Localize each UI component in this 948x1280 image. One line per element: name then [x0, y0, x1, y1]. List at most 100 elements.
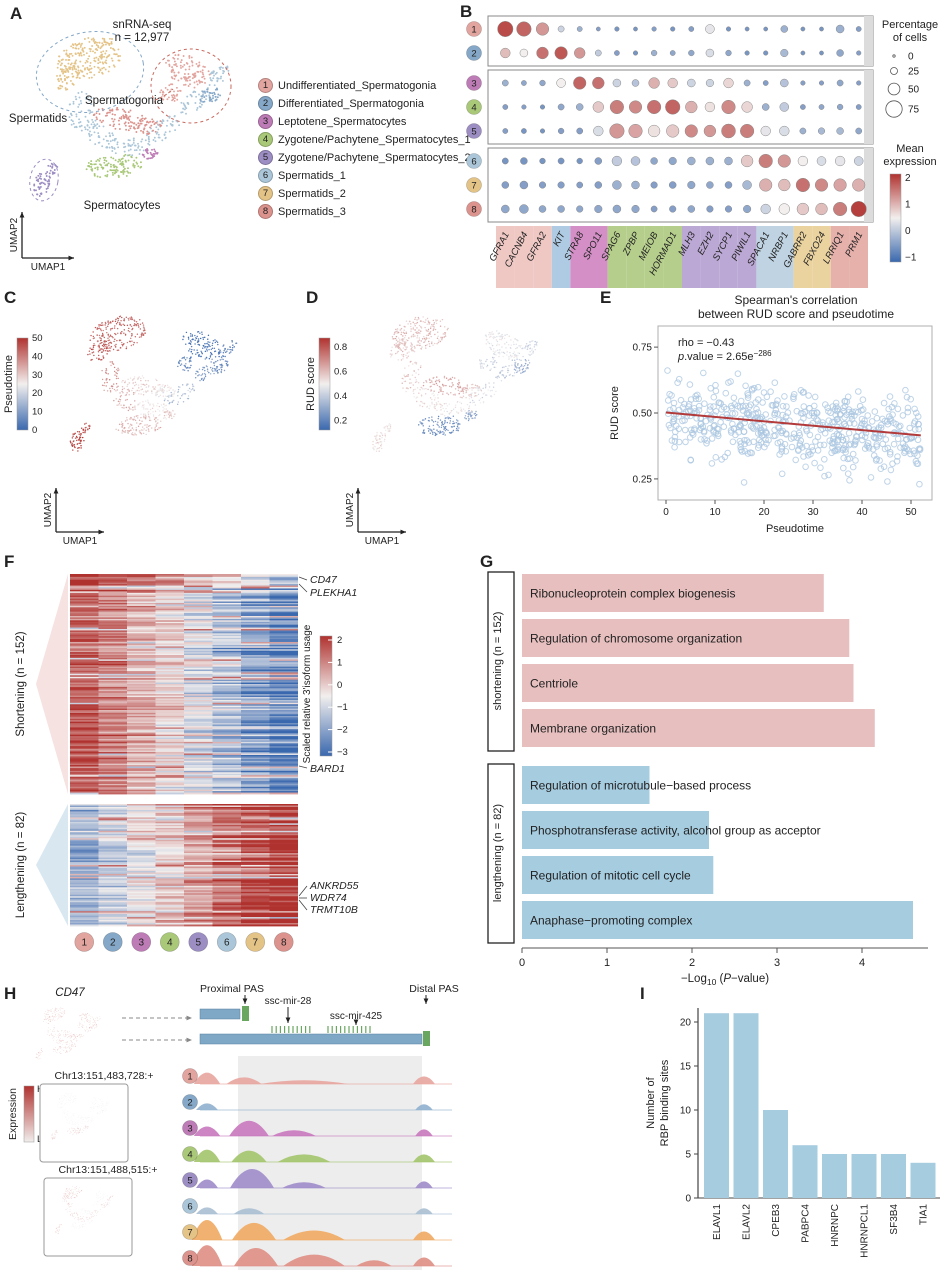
heatmap-cell: [212, 711, 241, 714]
cell-point: [60, 78, 63, 81]
heatmap-cell: [70, 610, 99, 613]
cell-point: [514, 353, 516, 356]
heatmap-cell: [155, 636, 184, 639]
cell-point: [416, 344, 418, 346]
cell-point: [180, 360, 182, 362]
heatmap-cell: [184, 627, 213, 630]
gene-label-stripe: [830, 226, 850, 288]
heatmap-cell: [98, 576, 127, 579]
cell-point: [125, 174, 128, 177]
cell-point: [117, 160, 120, 163]
cell-point: [182, 55, 185, 57]
cell-point: [471, 392, 473, 394]
cell-point: [441, 318, 444, 321]
heatmap-cell: [212, 581, 241, 584]
data-point: [811, 393, 819, 401]
cell-point: [155, 420, 157, 422]
facet-box: [487, 69, 874, 145]
cell-point: [140, 416, 142, 419]
cell-point: [190, 341, 192, 343]
cell-point: [453, 377, 456, 379]
cell-point: [91, 168, 94, 171]
heatmap-cell: [70, 662, 99, 665]
data-point: [716, 399, 723, 407]
cell-point: [373, 435, 376, 438]
cell-point: [434, 397, 436, 399]
data-point: [810, 413, 818, 420]
cell-point: [140, 140, 143, 143]
gene-label-stripe: [626, 226, 645, 288]
data-point: [707, 403, 714, 410]
data-point: [869, 446, 877, 453]
cell-point: [196, 335, 198, 338]
cell-point: [397, 350, 399, 353]
cell-point: [133, 418, 135, 421]
cell-point: [422, 430, 425, 432]
cell-point: [203, 77, 206, 80]
cell-point: [178, 124, 181, 127]
heatmap-cell: [155, 627, 184, 630]
cell-point: [429, 386, 432, 388]
cell-point: [518, 358, 521, 361]
heatmap-cell: [184, 588, 213, 591]
expression-dot: [706, 181, 714, 189]
cell-point: [111, 139, 114, 142]
cell-point: [401, 339, 403, 342]
cluster-number: 8: [471, 204, 476, 215]
cell-point: [114, 344, 116, 347]
data-point: [749, 424, 756, 431]
cell-point: [399, 339, 401, 341]
cell-point: [443, 403, 446, 405]
cell-point: [482, 393, 485, 395]
cell-point: [471, 399, 474, 402]
heatmap-cell: [98, 582, 127, 585]
cell-point: [434, 380, 437, 383]
heatmap-cell: [184, 589, 213, 592]
cell-point: [189, 356, 192, 359]
cell-point: [444, 421, 446, 423]
cell-point: [501, 333, 503, 336]
heatmap-cell: [241, 611, 270, 614]
cell-point: [92, 335, 95, 338]
cell-point: [419, 320, 422, 322]
cell-point: [142, 391, 145, 393]
cell-point: [38, 182, 41, 185]
panel-d: D RUD score 0.8 0.6 0.4 0.2 UMAP1 UMAP2: [305, 288, 602, 550]
cell-point: [111, 327, 114, 330]
cell-point: [384, 429, 387, 432]
heatmap-cell: [70, 621, 99, 624]
cell-point: [189, 343, 192, 345]
cell-point: [510, 339, 512, 341]
data-point: [901, 447, 909, 455]
heatmap-cell: [212, 579, 241, 582]
heatmap-cell: [98, 655, 127, 657]
expression-dot: [721, 123, 736, 139]
cell-point: [69, 440, 72, 442]
cell-point: [199, 337, 202, 340]
cell-point: [452, 383, 454, 386]
heatmap-cell: [98, 652, 127, 655]
heatmap-cell: [127, 576, 156, 579]
cell-point: [442, 407, 444, 410]
cell-point: [202, 336, 204, 339]
cell-point: [380, 441, 383, 443]
heatmap-cell: [127, 621, 156, 624]
cell-point: [113, 123, 116, 126]
heatmap-cell: [127, 689, 156, 692]
cell-point: [117, 59, 120, 62]
heatmap-cell: [98, 611, 127, 614]
cell-point: [218, 348, 220, 351]
cell-point: [101, 324, 103, 327]
cell-point: [117, 119, 120, 122]
cell-point: [163, 411, 166, 413]
cell-point: [449, 417, 452, 420]
cell-point: [455, 427, 458, 430]
cell-point: [163, 408, 165, 410]
cell-point: [161, 139, 164, 142]
heatmap-cell: [269, 660, 298, 663]
heatmap-cell: [98, 701, 127, 704]
cell-point: [131, 389, 133, 392]
heatmap-cell: [98, 682, 127, 685]
cell-point: [92, 351, 95, 353]
